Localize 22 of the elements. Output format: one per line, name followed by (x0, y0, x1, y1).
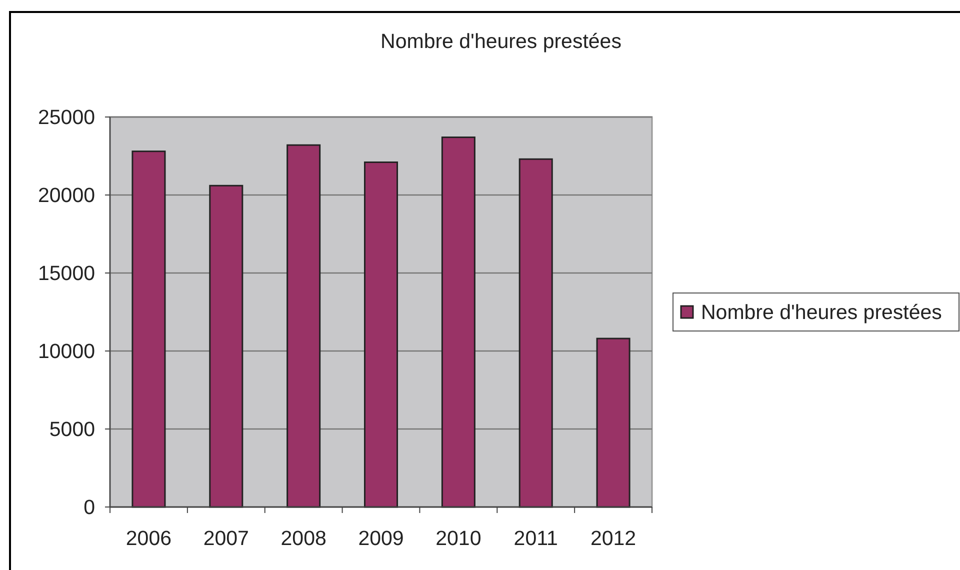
bar (286, 144, 321, 508)
bar (209, 184, 244, 508)
bar (441, 136, 476, 508)
legend-label: Nombre d'heures prestées (701, 301, 942, 324)
x-tick-label: 2011 (514, 527, 558, 550)
y-tick-label: 20000 (38, 184, 95, 208)
x-tick-label: 2007 (203, 527, 249, 550)
y-tick-label: 5000 (49, 418, 95, 442)
x-tick-label: 2008 (280, 527, 326, 550)
bar (132, 150, 166, 508)
bar (518, 158, 553, 508)
x-tick-label: 2012 (590, 527, 636, 550)
y-tick-label: 0 (84, 496, 95, 520)
y-tick-label: 15000 (38, 262, 95, 286)
chart-title: Nombre d'heures prestées (380, 30, 622, 53)
y-tick-label: 25000 (38, 106, 95, 130)
x-tick-label: 2010 (436, 527, 482, 550)
y-tick-label: 10000 (38, 340, 95, 364)
x-tick-label: 2006 (126, 527, 172, 550)
bar (596, 338, 630, 508)
bar (364, 161, 398, 508)
x-tick-label: 2009 (358, 527, 404, 550)
